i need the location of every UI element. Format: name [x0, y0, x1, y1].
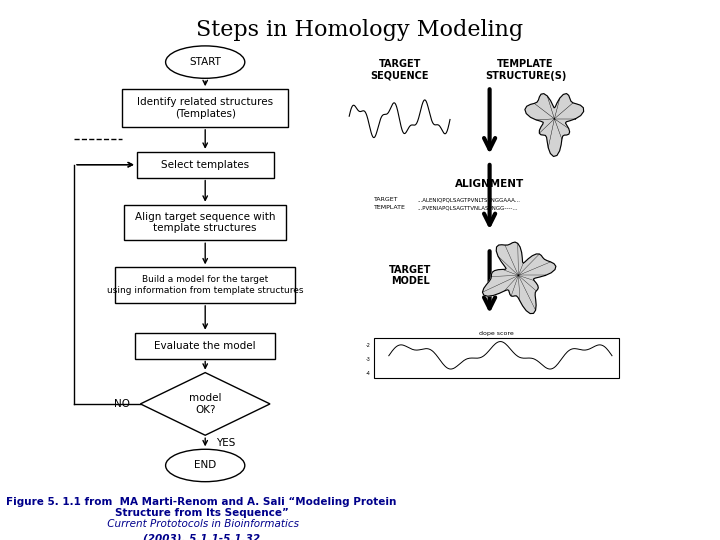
FancyBboxPatch shape — [137, 152, 274, 178]
Text: TEMPLATE
STRUCTURE(S): TEMPLATE STRUCTURE(S) — [485, 59, 567, 81]
FancyBboxPatch shape — [122, 89, 288, 127]
Text: NO: NO — [114, 399, 130, 409]
Text: START: START — [189, 57, 221, 67]
Text: dope score: dope score — [480, 331, 514, 336]
Text: Steps in Homology Modeling: Steps in Homology Modeling — [197, 19, 523, 41]
Text: TEMPLATE: TEMPLATE — [374, 205, 406, 211]
Text: TARGET: TARGET — [374, 197, 399, 202]
Text: TARGET
SEQUENCE: TARGET SEQUENCE — [370, 59, 429, 81]
Text: Build a model for the target
using information from template structures: Build a model for the target using infor… — [107, 275, 303, 295]
Text: END: END — [194, 461, 216, 470]
Text: Align target sequence with
template structures: Align target sequence with template stru… — [135, 212, 276, 233]
Text: Figure 5. 1.1 from  MA Marti-Renom and A. Sali “Modeling Protein
Structure from : Figure 5. 1.1 from MA Marti-Renom and A.… — [6, 497, 397, 518]
FancyBboxPatch shape — [115, 267, 295, 303]
Text: Current Prototocols in Bioinformatics: Current Prototocols in Bioinformatics — [104, 519, 299, 530]
FancyBboxPatch shape — [135, 333, 275, 359]
Polygon shape — [525, 93, 584, 157]
Ellipse shape — [166, 46, 245, 78]
FancyBboxPatch shape — [124, 205, 287, 240]
Text: (2003). 5.1.1-5.1.32: (2003). 5.1.1-5.1.32 — [143, 534, 260, 540]
Polygon shape — [140, 373, 270, 435]
Text: Evaluate the model: Evaluate the model — [154, 341, 256, 350]
FancyBboxPatch shape — [374, 338, 619, 378]
Text: model
OK?: model OK? — [189, 393, 222, 415]
Text: ALIGNMENT: ALIGNMENT — [455, 179, 524, 188]
Text: ...PVENIAPQLSAGTTVNLASPNGG----...: ...PVENIAPQLSAGTTVNLASPNGG----... — [418, 205, 518, 211]
Text: YES: YES — [216, 438, 235, 448]
Text: -2: -2 — [366, 343, 371, 348]
Ellipse shape — [166, 449, 245, 482]
Text: Identify related structures
(Templates): Identify related structures (Templates) — [137, 97, 274, 119]
Polygon shape — [482, 242, 556, 314]
Text: -4: -4 — [366, 372, 371, 376]
Text: TARGET
MODEL: TARGET MODEL — [390, 265, 431, 286]
Text: ...ALENIQPQLSAGTPVNLTSPNGGAAA...: ...ALENIQPQLSAGTPVNLTSPNGGAAA... — [418, 197, 521, 202]
Text: -3: -3 — [366, 357, 371, 362]
Text: Select templates: Select templates — [161, 160, 249, 170]
